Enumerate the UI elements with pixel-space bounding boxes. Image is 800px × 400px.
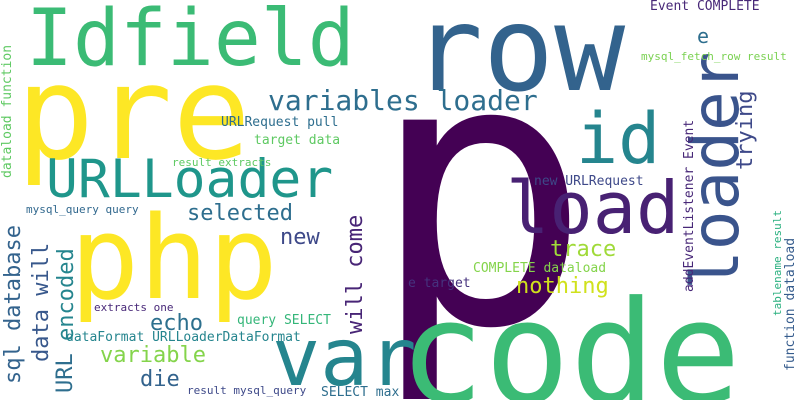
word-urlrequest-pull: URLRequest pull <box>221 115 339 130</box>
word-echo: echo <box>150 311 203 336</box>
word-trace: trace <box>550 237 617 262</box>
word-variables-loader: variables loader <box>268 84 538 117</box>
word-idfield: Idfield <box>26 0 355 84</box>
word-e: e <box>697 24 710 48</box>
word-php: php <box>70 192 278 326</box>
word-complete-dataload: COMPLETE dataload <box>473 261 607 276</box>
word-e-target: e target <box>408 276 471 291</box>
word-will-come: will come <box>343 214 368 334</box>
word-sql-database: sql database <box>1 225 26 384</box>
word-addeventlistener-event: addEventListener Event <box>682 119 697 292</box>
word-trying: trying <box>733 90 758 170</box>
word-query-select: query SELECT <box>237 313 331 328</box>
word-tablename-result: tablename result <box>771 210 784 316</box>
word-pre: pre <box>16 37 251 189</box>
word-extracts-one: extracts one <box>94 301 174 314</box>
word-id: id <box>576 98 661 180</box>
word-new: new <box>280 225 320 250</box>
word-result-mysql-query: result mysql_query <box>187 384 307 397</box>
word-selected: selected <box>187 201 293 226</box>
word-variable: variable <box>100 343 206 368</box>
word-dataload-function: dataload function <box>0 44 15 178</box>
word-encoded: encoded <box>54 248 79 341</box>
word-load: load <box>506 166 680 250</box>
word-mysql-query-query: mysql_query query <box>26 203 139 216</box>
word-function-dataload: function dataload <box>783 237 798 371</box>
word-code: code <box>399 271 741 400</box>
word-new-urlrequest: new URLRequest <box>534 174 644 189</box>
word-p: p <box>369 0 592 400</box>
word-data-will: data will <box>29 242 54 362</box>
word-nothing: nothing <box>516 274 609 299</box>
word-url: URL <box>53 353 78 393</box>
word-result-extracts: result extracts <box>172 156 272 169</box>
word-select-max: SELECT max <box>321 385 400 400</box>
word-event-complete: Event COMPLETE <box>650 0 760 14</box>
word-urlloader: URLLoader <box>46 149 334 210</box>
word-dataformat-urlloaderdataformat: dataFormat URLLoaderDataFormat <box>66 330 301 345</box>
word-mysql-fetch-row-result: mysql_fetch_row result <box>641 50 787 63</box>
word-var: var <box>272 311 417 400</box>
word-die: die <box>140 367 180 392</box>
word-target-data: target data <box>254 133 341 148</box>
word-row: row <box>412 0 626 118</box>
